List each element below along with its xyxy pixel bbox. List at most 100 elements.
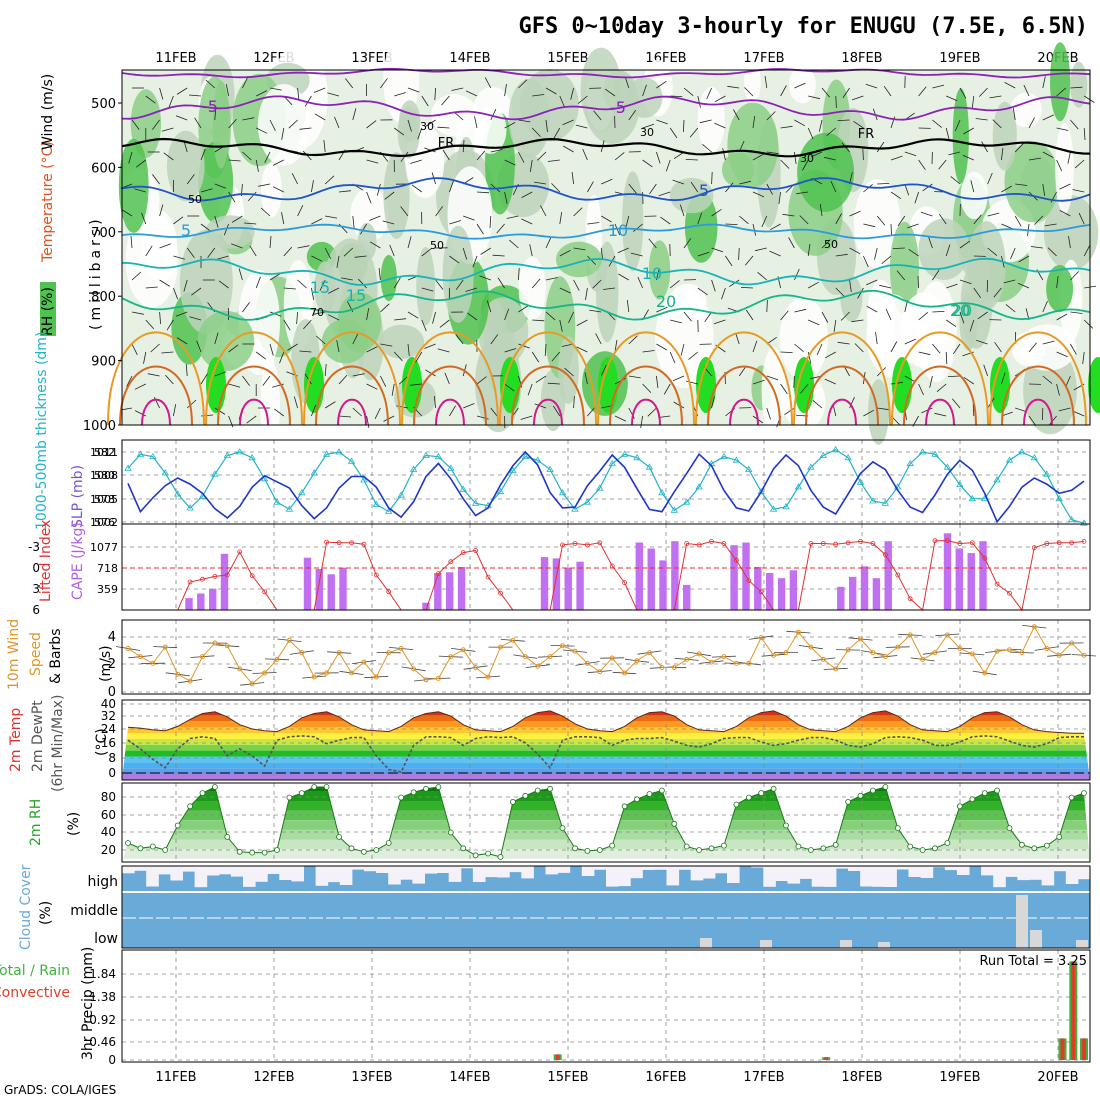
lifted-index-marker — [237, 549, 243, 555]
wind-barb — [398, 375, 409, 385]
wind-barb — [176, 87, 188, 95]
thickness-label: 1000-500mb thickness (dm) — [34, 332, 50, 530]
wind-barb — [592, 279, 602, 289]
lifted-index-marker — [1081, 539, 1087, 544]
rh-cell — [141, 210, 178, 283]
temp2m-tick: 8 — [108, 751, 116, 765]
rh-label: RH (%) — [40, 287, 56, 336]
wind-barb — [752, 379, 765, 385]
wind-barb — [352, 333, 359, 345]
wind-barb — [601, 215, 612, 223]
rh2m-marker — [547, 785, 553, 792]
wind-barb — [945, 127, 950, 140]
precip-panel: 1.84 1.38 0.92 0.46 0 Run Total = 3.25 — [89, 949, 1091, 1067]
top-date-label: 18FEB — [841, 51, 882, 66]
wind-barb — [135, 159, 147, 168]
lifted-index-marker — [373, 572, 379, 578]
high-cloud-gap — [618, 866, 631, 887]
wind-barb — [484, 77, 492, 89]
wind-barb — [1042, 375, 1053, 384]
wind-barb — [863, 255, 869, 268]
rh-cell — [416, 247, 436, 326]
wind-barb — [853, 120, 864, 129]
wind-barb — [832, 404, 837, 417]
wind-barb — [1042, 76, 1046, 89]
wind-barb — [766, 111, 776, 121]
wind-barb — [161, 351, 174, 354]
thickness-marker — [509, 466, 517, 474]
wind-barb — [366, 308, 370, 321]
wind-barb — [1065, 375, 1071, 388]
wind-barb — [780, 383, 788, 395]
wind-barb — [614, 152, 625, 161]
rh-cell — [622, 171, 644, 272]
wind-barb — [1056, 383, 1060, 396]
wind-barb — [441, 95, 450, 106]
wind-barb — [490, 149, 503, 153]
wind-barb — [336, 255, 340, 268]
wind10-marker — [411, 666, 417, 672]
surface-temperature-contour — [707, 365, 781, 426]
wind-barb — [228, 191, 236, 203]
wind10-marker — [373, 674, 379, 680]
high-cloud-gap — [678, 866, 692, 870]
wind-barb — [835, 253, 848, 257]
wind-barb — [690, 181, 699, 193]
wind-barb — [472, 255, 478, 268]
wind-barb — [918, 383, 924, 396]
temp-band — [122, 721, 1090, 728]
wind-barb — [647, 407, 657, 417]
wind-barb — [727, 85, 740, 89]
wind-barb — [189, 316, 202, 321]
cape-bar — [635, 542, 643, 610]
wind10-marker — [460, 647, 466, 653]
cape-bar — [849, 576, 857, 610]
thickness-marker — [571, 505, 579, 512]
precip-conv-bar — [1082, 1038, 1086, 1060]
high-cloud-gap — [436, 866, 450, 873]
wind-barb — [249, 245, 257, 257]
wind-barb — [421, 287, 434, 292]
wind-barb — [962, 154, 974, 161]
thickness-marker — [608, 459, 616, 467]
wind-barb — [865, 83, 878, 89]
wind-barb — [531, 278, 541, 289]
wind-barb — [383, 415, 395, 422]
cape-bar — [315, 569, 323, 610]
high-cloud-gap — [134, 866, 147, 871]
wind-barb — [879, 284, 892, 289]
rh-cell — [580, 47, 622, 132]
wind-barb — [272, 186, 284, 193]
wind-barb — [228, 344, 239, 353]
wind-barb — [425, 119, 436, 127]
pressure-axis: 500 600 700 800 900 1000 — [40, 69, 1091, 434]
surface-temperature-contour — [1023, 398, 1053, 426]
wind-barb — [954, 119, 961, 132]
wind-barb — [904, 375, 916, 383]
wind-barb — [794, 119, 806, 127]
lifted-index-marker — [1056, 540, 1062, 546]
wind-barb — [214, 371, 227, 377]
wind-barb — [486, 300, 492, 313]
wind-barb — [432, 311, 436, 324]
wind-barb — [914, 191, 919, 204]
wind-barb — [196, 340, 202, 353]
wind-barb — [559, 212, 563, 225]
cape-bar — [434, 573, 442, 610]
wind-barb — [796, 191, 809, 195]
wind-barb — [1003, 279, 1016, 284]
wind-barb — [1015, 407, 1027, 413]
wind-barb — [854, 343, 864, 353]
wind-barb — [242, 375, 250, 386]
cape-bar — [837, 586, 845, 610]
wind-barb — [752, 340, 758, 353]
wind-barb — [672, 375, 685, 382]
high-cloud-gap — [920, 866, 934, 878]
wind-barb — [971, 95, 975, 108]
cape-bar — [422, 602, 430, 610]
precip-axis-label: 3hr Precip (mm) — [80, 947, 96, 1060]
rh-bands — [122, 787, 1090, 859]
thickness-marker — [844, 454, 852, 461]
temperature-contour — [121, 289, 1091, 321]
